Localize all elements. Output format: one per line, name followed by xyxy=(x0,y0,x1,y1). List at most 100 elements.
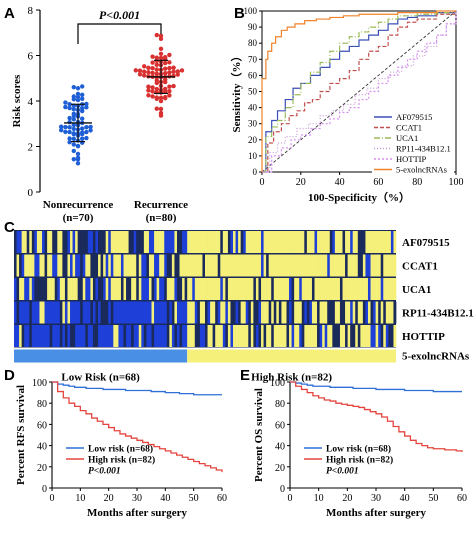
b-y-tick-label: 0 xyxy=(253,167,258,177)
c-heatmap-cell xyxy=(365,254,369,277)
c-heatmap-cell xyxy=(388,254,392,277)
c-heatmap-cell xyxy=(179,301,183,324)
c-heatmap-cell xyxy=(342,278,346,300)
c-heatmap-cell xyxy=(21,278,25,300)
c-heatmap-cell xyxy=(154,301,157,324)
c-heatmap-cell xyxy=(176,301,180,324)
b-y-tick-label: 100 xyxy=(244,6,258,16)
c-heatmap-cell xyxy=(202,278,206,300)
e-x-tick-label: 30 xyxy=(371,493,381,504)
c-heatmap-cell xyxy=(301,254,305,277)
d-x-tick-label: 0 xyxy=(50,493,55,504)
c-heatmap-cell xyxy=(90,254,94,277)
c-heatmap-cell xyxy=(67,301,71,324)
c-heatmap-cell xyxy=(92,278,96,300)
c-heatmap-cell xyxy=(67,231,71,253)
c-heatmap-cell xyxy=(380,278,384,300)
a-point xyxy=(88,124,93,130)
c-heatmap-cell xyxy=(311,325,315,347)
c-heatmap-cell xyxy=(110,231,114,253)
c-heatmap-cell xyxy=(49,278,53,300)
c-heatmap-cell xyxy=(72,254,76,277)
c-heatmap-cell xyxy=(304,301,308,324)
b-x-label: 100-Specificity（%） xyxy=(308,191,410,204)
a-point xyxy=(75,155,81,161)
panel-letter-e: E xyxy=(240,367,250,384)
a-point xyxy=(84,105,89,110)
c-heatmap-cell xyxy=(199,325,203,347)
c-heatmap-cell xyxy=(283,231,287,253)
b-x-tick-label: 20 xyxy=(296,177,306,188)
a-point xyxy=(154,106,159,111)
b-legend-label: UCA1 xyxy=(396,133,418,143)
c-heatmap-cell xyxy=(378,278,382,300)
c-heatmap-cell xyxy=(225,325,229,347)
c-heatmap-cell xyxy=(362,254,366,277)
c-heatmap-cell xyxy=(176,231,180,253)
c-heatmap-cell xyxy=(250,278,254,300)
c-heatmap-cell xyxy=(113,254,117,277)
c-heatmap-cell xyxy=(263,278,267,300)
c-heatmap-cell xyxy=(70,325,73,347)
c-heatmap-cell xyxy=(322,254,326,277)
c-heatmap-cell xyxy=(161,278,165,300)
c-heatmap-cell xyxy=(14,231,17,253)
c-heatmap-cell xyxy=(266,278,270,300)
c-heatmap-cell xyxy=(215,231,219,253)
c-heatmap-cell xyxy=(220,325,224,347)
c-heatmap-cell xyxy=(126,301,129,324)
c-heatmap-cell xyxy=(263,254,267,277)
a-point xyxy=(71,148,77,154)
c-heatmap-cell xyxy=(80,231,84,253)
c-heatmap-cell xyxy=(62,325,66,347)
c-heatmap-cell xyxy=(113,231,117,253)
e-pvalue: P<0.001 xyxy=(326,467,359,477)
c-heatmap-cell xyxy=(95,278,99,300)
c-heatmap-cell xyxy=(87,278,91,300)
c-heatmap-cell xyxy=(146,325,150,347)
c-row-label: CCAT1 xyxy=(402,260,438,272)
c-heatmap-cell xyxy=(52,301,56,324)
c-heatmap-cell xyxy=(309,301,313,324)
c-heatmap-cell xyxy=(276,301,280,324)
c-heatmap-cell xyxy=(141,231,145,253)
c-heatmap-cell xyxy=(373,231,376,253)
c-heatmap-cell xyxy=(393,325,397,347)
c-heatmap-cell xyxy=(311,254,315,277)
c-heatmap-cell xyxy=(350,254,354,277)
c-heatmap-cell xyxy=(355,231,359,253)
c-heatmap-cell xyxy=(255,254,259,277)
c-heatmap-cell xyxy=(128,278,132,300)
c-heatmap-cell xyxy=(131,231,135,253)
d-pvalue: P<0.001 xyxy=(88,467,121,477)
c-heatmap-cell xyxy=(161,231,165,253)
c-heatmap-cell xyxy=(212,278,216,300)
c-heatmap-cell xyxy=(296,231,300,253)
e-y-label: Percent OS survival xyxy=(253,388,265,482)
c-heatmap-cell xyxy=(339,301,343,324)
c-heatmap-cell xyxy=(16,325,20,347)
c-heatmap-cell xyxy=(44,254,48,277)
c-heatmap-cell xyxy=(199,278,203,300)
e-y-tick-label: 80 xyxy=(275,399,285,410)
c-heatmap-cell xyxy=(199,254,203,277)
c-heatmap-cell xyxy=(278,254,282,277)
panel-letter-d: D xyxy=(4,367,15,384)
c-heatmap-cell xyxy=(67,278,71,300)
c-heatmap-cell xyxy=(202,301,206,324)
c-heatmap-cell xyxy=(64,325,68,347)
c-heatmap-cell xyxy=(77,301,81,324)
c-heatmap-cell xyxy=(57,278,61,300)
c-heatmap-cell xyxy=(90,325,94,347)
a-group-n: (n=70) xyxy=(63,212,94,224)
c-heatmap-cell xyxy=(169,301,173,324)
c-heatmap-cell xyxy=(383,301,387,324)
c-heatmap-cell xyxy=(370,301,374,324)
c-heatmap-cell xyxy=(289,254,292,277)
c-heatmap-cell xyxy=(82,301,86,324)
c-heatmap-cell xyxy=(100,301,104,324)
a-point xyxy=(163,86,168,92)
c-heatmap-cell xyxy=(156,231,160,253)
c-heatmap-cell xyxy=(347,301,351,324)
c-heatmap-cell xyxy=(54,301,58,324)
